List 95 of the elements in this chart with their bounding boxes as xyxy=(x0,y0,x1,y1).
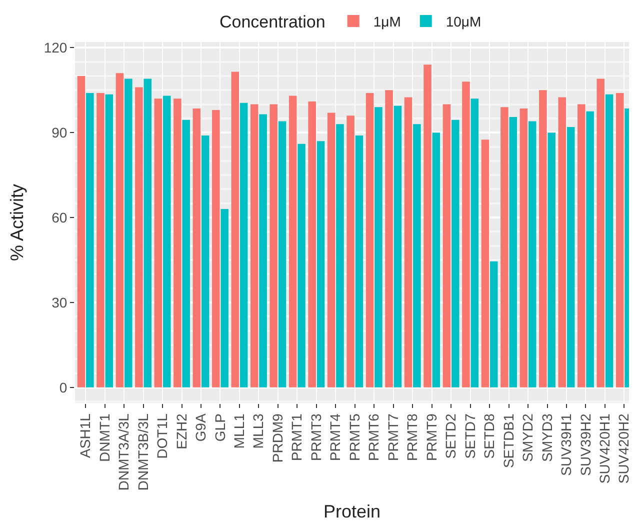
bar xyxy=(135,87,143,388)
x-axis-title: Protein xyxy=(323,502,381,522)
bar xyxy=(336,124,344,388)
x-tick-label: DNMT3B/3L xyxy=(134,413,151,491)
y-tick-label: 90 xyxy=(52,124,68,140)
bar xyxy=(327,112,336,388)
bar xyxy=(432,132,440,388)
bar xyxy=(105,94,114,388)
x-tick-label: PRMT5 xyxy=(346,413,362,462)
bar xyxy=(96,92,104,388)
bar xyxy=(385,90,393,388)
x-tick-label: SUV420H1 xyxy=(596,413,612,484)
bar xyxy=(548,132,556,388)
y-tick-label: 30 xyxy=(52,294,68,310)
bar xyxy=(452,120,460,388)
bar xyxy=(528,121,536,388)
bar xyxy=(346,116,354,388)
x-tick-label: MLL3 xyxy=(250,413,266,449)
bar xyxy=(77,76,86,388)
bar xyxy=(288,96,297,388)
bar xyxy=(490,261,498,388)
y-axis-title: % Activity xyxy=(7,184,28,262)
x-tick-label: SETD8 xyxy=(481,413,498,459)
legend-title: Concentration xyxy=(220,12,326,32)
bar xyxy=(212,110,220,388)
x-tick-label: SETDB1 xyxy=(500,413,516,468)
x-tick-label: PRMT6 xyxy=(366,413,382,462)
bar xyxy=(162,96,171,388)
x-tick-label: MLL1 xyxy=(231,413,248,449)
x-tick-label: PRDM9 xyxy=(269,413,286,463)
bar xyxy=(270,104,278,388)
bar xyxy=(124,78,132,388)
bar xyxy=(413,124,421,388)
bar xyxy=(404,97,412,388)
bar xyxy=(250,104,258,388)
bar xyxy=(500,107,508,388)
bar xyxy=(220,209,228,388)
bar xyxy=(298,144,306,388)
bar xyxy=(278,121,286,388)
bar xyxy=(201,135,210,388)
bar xyxy=(366,92,374,388)
bar xyxy=(308,101,316,388)
bar xyxy=(566,126,575,388)
x-tick-label: G9A xyxy=(192,412,209,442)
x-tick-label: PRMT1 xyxy=(288,413,305,462)
bar xyxy=(174,98,182,388)
bar xyxy=(86,92,94,388)
x-tick-label: GLP xyxy=(212,414,228,442)
x-tick-label: SETD7 xyxy=(462,413,478,459)
bar xyxy=(509,117,517,388)
bar xyxy=(316,141,325,388)
x-tick-label: DNMT3A/3L xyxy=(116,413,132,491)
bar xyxy=(192,108,201,388)
x-tick-label: SMYD2 xyxy=(520,413,536,462)
bar xyxy=(116,73,124,388)
x-tick-label: SETD2 xyxy=(442,413,459,459)
bar xyxy=(558,97,566,388)
bar xyxy=(520,108,528,388)
bar xyxy=(231,72,240,388)
bar xyxy=(394,106,402,388)
bar xyxy=(374,107,382,388)
y-tick-label: 120 xyxy=(44,40,68,56)
bar xyxy=(259,114,267,388)
legend-label: 10μM xyxy=(446,13,482,30)
bar xyxy=(144,78,152,388)
bar xyxy=(586,111,594,388)
bar xyxy=(462,82,470,388)
bar xyxy=(481,140,490,388)
bar xyxy=(578,104,586,388)
legend-label: 1μM xyxy=(373,13,401,30)
bar xyxy=(539,90,547,388)
x-tick-label: PRMT4 xyxy=(327,413,344,462)
x-tick-label: PRMT3 xyxy=(308,413,324,462)
y-tick-label: 0 xyxy=(59,379,68,396)
bar xyxy=(182,120,190,388)
x-tick-label: PRMT8 xyxy=(404,413,420,462)
bar xyxy=(424,64,432,388)
bar xyxy=(470,98,479,388)
bar xyxy=(442,104,451,388)
bar xyxy=(240,102,248,388)
bar xyxy=(605,94,614,388)
y-tick-label: 60 xyxy=(52,209,68,226)
x-tick-label: SUV39H2 xyxy=(577,413,594,476)
x-tick-label: DNMT1 xyxy=(96,413,112,462)
bar xyxy=(154,98,162,388)
bar xyxy=(355,135,364,388)
x-tick-label: DOT1L xyxy=(154,413,170,459)
x-tick-label: PRMT7 xyxy=(384,413,401,462)
x-tick-label: SUV39H1 xyxy=(558,413,574,476)
bar xyxy=(596,78,605,388)
x-tick-label: ASH1L xyxy=(77,413,94,458)
x-tick-label: SUV420H2 xyxy=(616,413,632,484)
x-tick-label: EZH2 xyxy=(173,413,190,450)
x-tick-label: PRMT9 xyxy=(423,413,440,462)
x-tick-label: SMYD3 xyxy=(538,413,555,462)
